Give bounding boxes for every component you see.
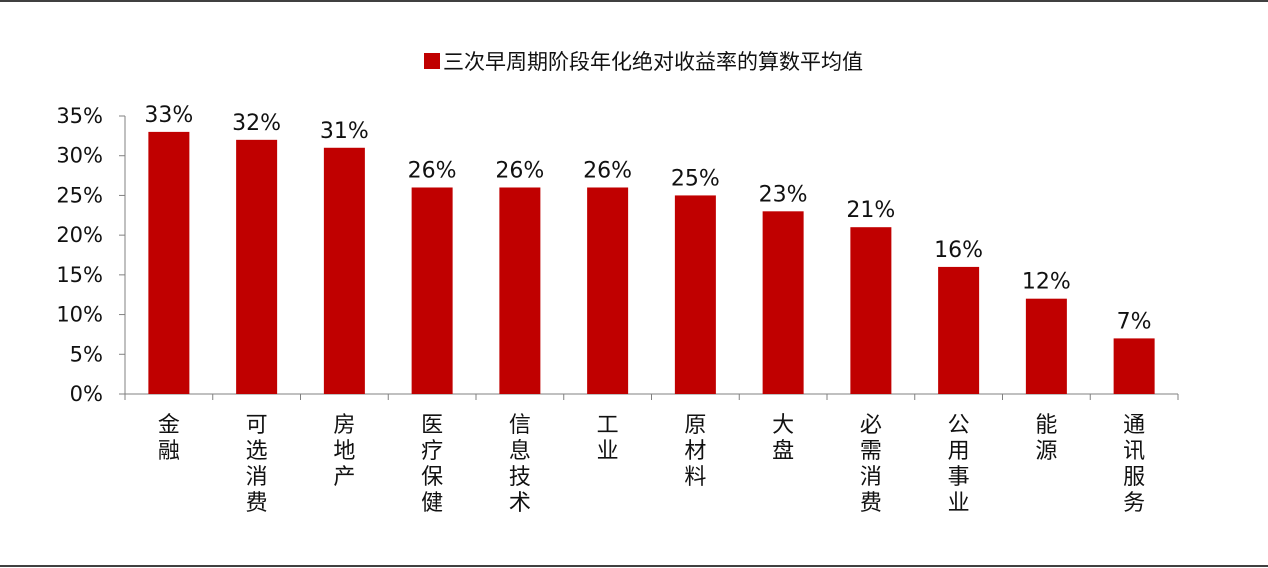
bar xyxy=(850,227,892,394)
category-label-char: 需 xyxy=(860,439,882,464)
data-label: 26% xyxy=(408,158,457,183)
category-label-char: 金 xyxy=(158,413,180,438)
category-label-char: 疗 xyxy=(421,439,443,464)
category-label-char: 可 xyxy=(246,413,268,438)
category-label-char: 必 xyxy=(860,413,882,438)
data-label: 26% xyxy=(583,158,632,183)
bar xyxy=(674,195,716,394)
category-label-char: 产 xyxy=(333,465,355,490)
y-tick-label: 0% xyxy=(70,382,103,406)
y-tick-label: 35% xyxy=(56,104,103,128)
category-label-char: 业 xyxy=(948,491,970,516)
category-label-char: 通 xyxy=(1123,413,1145,438)
bar xyxy=(148,131,190,394)
category-label-char: 技 xyxy=(509,465,531,490)
data-label: 12% xyxy=(1022,270,1071,295)
category-label-char: 盘 xyxy=(772,439,794,464)
bar xyxy=(587,187,629,394)
bar xyxy=(236,139,278,394)
y-tick-label: 20% xyxy=(56,223,103,247)
category-label-char: 费 xyxy=(246,491,268,516)
category-label-char: 用 xyxy=(948,439,970,464)
bar xyxy=(499,187,541,394)
category-label-char: 房 xyxy=(333,413,355,438)
data-label: 16% xyxy=(934,238,983,263)
category-label-char: 料 xyxy=(684,465,706,490)
category-label-char: 材 xyxy=(684,439,706,464)
legend-label: 三次早周期阶段年化绝对收益率的算数平均值 xyxy=(443,50,863,74)
data-label: 23% xyxy=(759,182,808,207)
category-label-char: 业 xyxy=(597,439,619,464)
category-label-char: 地 xyxy=(333,439,355,464)
category-label-char: 原 xyxy=(684,413,706,438)
category-label-char: 大 xyxy=(772,413,794,438)
category-label-char: 服 xyxy=(1123,465,1145,490)
category-label-char: 工 xyxy=(597,413,619,438)
data-label: 26% xyxy=(495,158,544,183)
data-label: 31% xyxy=(320,119,369,144)
bar xyxy=(323,147,365,394)
bar xyxy=(1025,298,1067,394)
y-tick-label: 15% xyxy=(56,263,103,287)
category-label-char: 讯 xyxy=(1123,439,1145,464)
category-label-char: 术 xyxy=(509,491,531,516)
category-label-char: 务 xyxy=(1123,491,1145,516)
category-label-char: 公 xyxy=(948,413,970,438)
y-tick-label: 30% xyxy=(56,144,103,168)
data-label: 21% xyxy=(846,198,895,223)
y-tick-label: 25% xyxy=(56,183,103,207)
category-label-char: 消 xyxy=(246,465,268,490)
data-label: 25% xyxy=(671,166,720,191)
category-label-char: 息 xyxy=(509,439,531,464)
data-label: 32% xyxy=(232,111,281,136)
category-label-char: 能 xyxy=(1035,413,1057,438)
category-label-char: 健 xyxy=(421,491,443,516)
legend-swatch xyxy=(424,53,440,69)
category-label-char: 消 xyxy=(860,465,882,490)
category-label-char: 医 xyxy=(421,413,443,438)
bar xyxy=(762,211,804,394)
bar xyxy=(1113,338,1155,394)
data-label: 7% xyxy=(1117,309,1152,334)
bar xyxy=(411,187,453,394)
category-label-char: 信 xyxy=(509,413,531,438)
y-tick-label: 5% xyxy=(70,342,103,366)
data-label: 33% xyxy=(144,103,193,128)
category-label-char: 选 xyxy=(246,439,268,464)
y-tick-label: 10% xyxy=(56,303,103,327)
category-label-char: 费 xyxy=(860,491,882,516)
category-label-char: 事 xyxy=(948,465,970,490)
category-label-char: 融 xyxy=(158,439,180,464)
category-label-char: 源 xyxy=(1035,439,1057,464)
bar xyxy=(938,266,980,394)
category-label-char: 保 xyxy=(421,465,443,490)
